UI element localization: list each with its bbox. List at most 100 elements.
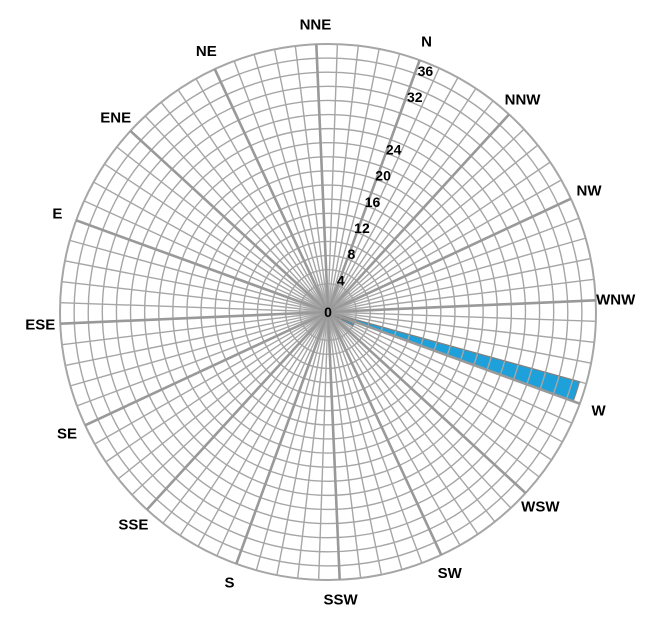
grid-ring: [172, 156, 484, 468]
grid-spoke: [327, 311, 512, 509]
grid-spoke: [83, 200, 329, 313]
grid-spoke: [327, 128, 525, 313]
major-spoke-n: [326, 59, 421, 313]
grid-ring: [270, 254, 386, 370]
grid-spoke: [117, 311, 329, 480]
direction-label-nne: NNE: [300, 16, 332, 33]
direction-label-ene: ENE: [100, 109, 131, 126]
grid-ring: [284, 268, 372, 356]
grid-spoke: [64, 260, 329, 313]
radial-tick-label: 36: [418, 63, 434, 79]
grid-spoke: [327, 144, 539, 313]
grid-spoke: [195, 78, 329, 313]
grid-spoke: [179, 311, 329, 536]
grid-spoke: [61, 311, 329, 346]
grid-spoke: [197, 311, 329, 547]
radial-tick-label: 4: [337, 272, 345, 288]
direction-label-e: E: [52, 205, 62, 222]
direction-labels: N NNE NE ENE E ESE SE SSE S SSW SW WSW W WNW NW NNW: [25, 16, 636, 608]
direction-label-ne: NE: [196, 43, 217, 60]
grid-spoke: [61, 280, 329, 313]
grid-spoke: [131, 311, 329, 496]
major-spoke-sse: [145, 311, 329, 511]
direction-label-sw: SW: [438, 565, 463, 582]
grid-spoke: [327, 311, 552, 461]
major-spoke-se: [84, 310, 329, 427]
grid-spoke: [69, 239, 329, 313]
direction-label-wsw: WSW: [521, 499, 560, 516]
grid-spoke: [327, 278, 595, 313]
grid-spoke: [327, 77, 459, 313]
grid-spoke: [327, 67, 440, 313]
radial-tick-label: 20: [375, 168, 391, 184]
polar-grid: [59, 43, 597, 581]
grid-spoke: [116, 146, 329, 313]
grid-spoke: [327, 311, 595, 344]
direction-label-sse: SSE: [118, 516, 148, 533]
grid-spoke: [327, 311, 383, 575]
grid-ring: [242, 226, 414, 398]
grid-spoke: [144, 115, 329, 313]
direction-label-wnw: WNW: [596, 291, 636, 308]
major-spokes: [60, 44, 596, 580]
grid-spoke: [65, 311, 329, 367]
grid-spoke: [104, 163, 329, 313]
grid-spoke: [327, 257, 591, 313]
grid-spoke: [105, 311, 329, 463]
direction-label-nnw: NNW: [505, 92, 542, 109]
direction-label-s: S: [224, 575, 234, 592]
major-spoke-wnw: [327, 299, 596, 314]
grid-ring: [129, 113, 527, 511]
radial-tick-label: 24: [386, 141, 402, 157]
grid-spoke: [255, 311, 329, 571]
major-spoke-ese: [60, 310, 329, 325]
grid-spoke: [327, 179, 562, 313]
grid-spoke: [327, 311, 596, 323]
major-spoke-nw: [327, 197, 572, 314]
grid-ring: [115, 99, 541, 525]
grid-spoke: [296, 311, 329, 579]
direction-label-n: N: [421, 33, 432, 50]
grid-spoke: [327, 311, 423, 564]
major-spoke-s: [235, 311, 330, 565]
grid-spoke: [327, 237, 586, 313]
grid-ring: [101, 85, 555, 539]
direction-label-se: SE: [57, 426, 77, 443]
major-spoke-ssw: [326, 311, 341, 580]
grid-ring: [87, 71, 569, 553]
grid-spoke: [70, 311, 329, 387]
grid-spoke: [327, 311, 403, 570]
grid-spoke: [327, 100, 494, 313]
grid-spoke: [327, 48, 380, 313]
grid-spoke: [327, 311, 461, 546]
grid-spoke: [94, 311, 329, 445]
grid-spoke: [327, 161, 551, 313]
direction-label-ssw: SSW: [323, 592, 358, 609]
radial-tick-label: 8: [347, 246, 355, 262]
grid-ring: [158, 142, 498, 482]
grid-spoke: [327, 53, 401, 313]
grid-spoke: [327, 311, 479, 535]
grid-spoke: [327, 217, 580, 313]
grid-ring: [256, 240, 400, 384]
grid-ring: [186, 170, 470, 454]
major-spoke-nnw: [327, 113, 511, 313]
grid-spoke: [216, 311, 329, 557]
major-spoke-w: [327, 310, 581, 405]
major-spoke-ne: [213, 68, 330, 313]
grid-spoke: [327, 311, 362, 579]
grid-spoke: [160, 101, 329, 313]
radial-tick-label: 32: [407, 89, 423, 105]
radial-tick-label: 16: [365, 194, 381, 210]
radial-tick-label: 12: [354, 220, 370, 236]
major-spoke-nne: [315, 44, 330, 313]
grid-spoke: [327, 311, 540, 478]
major-spoke-ene: [129, 129, 329, 313]
grid-spoke: [327, 311, 592, 364]
grid-spoke: [253, 54, 329, 313]
grid-ring: [143, 127, 513, 497]
direction-label-nw: NW: [577, 182, 603, 199]
grid-ring: [200, 184, 456, 440]
grid-ring: [228, 212, 428, 412]
